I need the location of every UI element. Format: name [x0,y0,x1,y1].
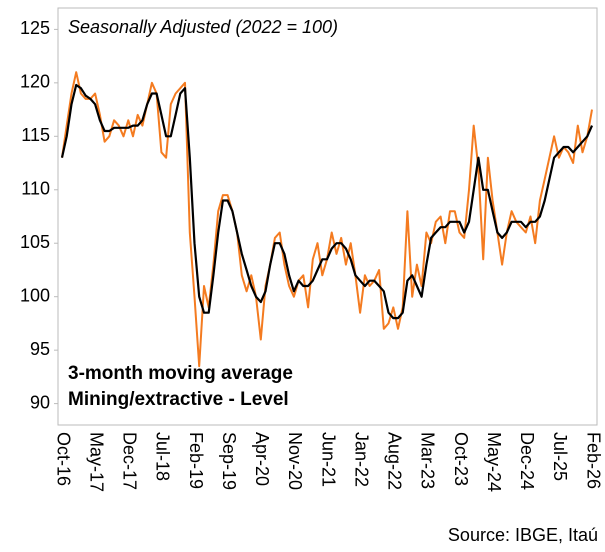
legend-label: 3-month moving average [68,363,293,384]
x-tick-label: Sep-19 [219,432,239,490]
series-line [60,83,594,320]
x-tick-label: May-24 [484,432,504,492]
x-tick-label: Jun-21 [318,432,338,487]
x-tick-label: Jul-18 [153,432,173,481]
x-tick-label: Nov-20 [285,432,305,490]
y-tick-label: 110 [21,179,50,199]
chart-title: Seasonally Adjusted (2022 = 100) [68,17,338,37]
series-line [61,71,593,368]
x-tick-label: Mar-23 [418,432,438,489]
x-tick-label: Jan-22 [351,432,371,487]
x-tick-label: Dec-17 [120,432,140,490]
x-tick-label: Dec-24 [517,432,537,490]
x-tick-label: Apr-20 [252,432,272,486]
x-tick-label: Jul-25 [550,432,570,481]
source: Source: IBGE, Itaú [448,525,598,545]
y-tick-label: 125 [20,18,50,38]
x-tick-label: Aug-22 [385,432,405,490]
plot-frame [57,7,598,426]
x-tick-label: May-17 [86,432,106,492]
x-tick-label: Oct-23 [451,432,471,486]
y-tick-label: 95 [30,339,50,359]
y-tick-label: 120 [20,72,50,92]
x-tick-label: Oct-16 [53,432,73,486]
y-tick-label: 90 [30,392,50,412]
x-tick-label: Feb-26 [583,432,603,489]
y-tick-label: 115 [21,125,50,145]
x-tick-label: Feb-19 [186,432,206,489]
y-tick-label: 100 [20,285,50,305]
y-tick-label: 105 [20,232,50,252]
legend-label: Mining/extractive - Level [68,389,289,410]
